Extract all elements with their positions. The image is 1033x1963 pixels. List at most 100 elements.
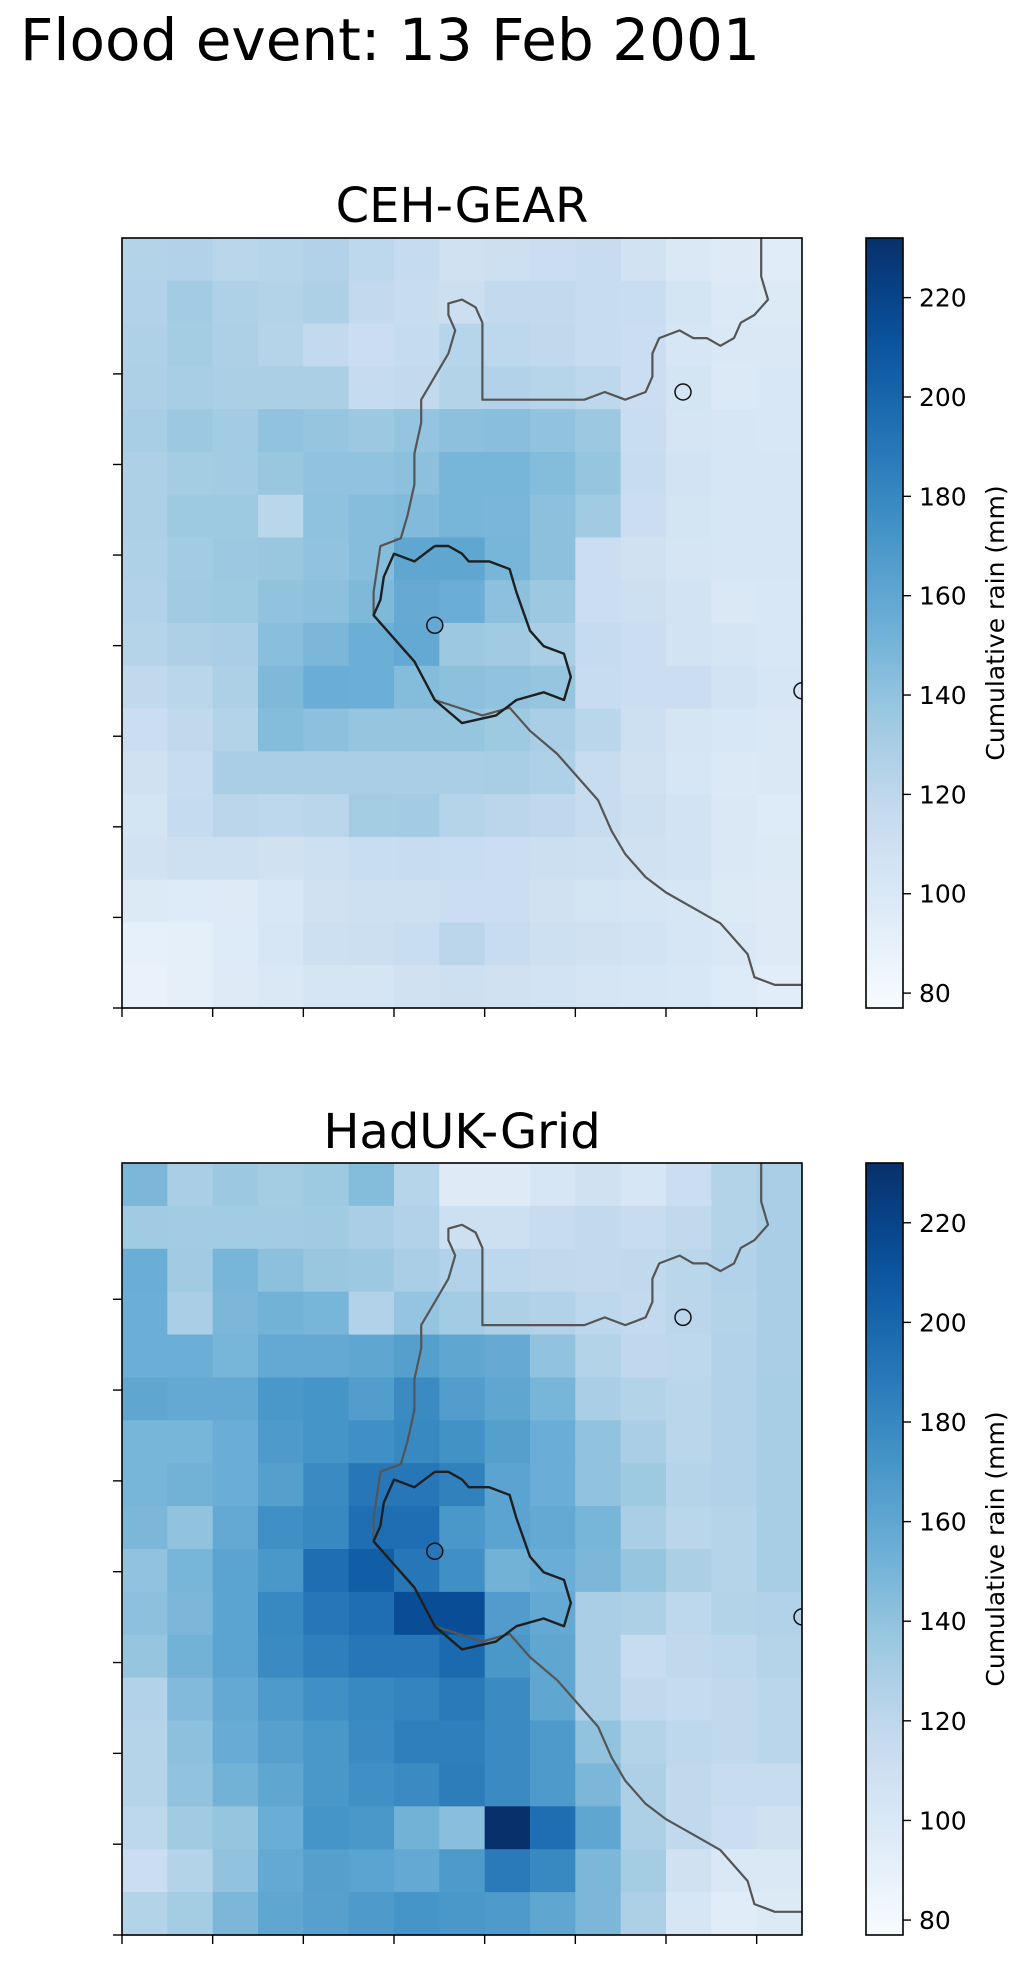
heatmap-cell bbox=[167, 1849, 213, 1892]
heatmap-cell bbox=[621, 238, 667, 281]
gauge-station-marker-2 bbox=[427, 617, 443, 633]
heatmap-cell bbox=[621, 409, 667, 452]
heatmap-cell bbox=[621, 580, 667, 623]
heatmap-cell bbox=[167, 324, 213, 367]
heatmap-cell bbox=[213, 281, 259, 324]
heatmap-cell bbox=[530, 452, 576, 495]
heatmap-cell bbox=[575, 709, 621, 752]
heatmap-cell bbox=[621, 1335, 667, 1378]
heatmap-cell bbox=[394, 709, 440, 752]
colorbar-tick-label: 200 bbox=[919, 383, 967, 412]
heatmap-cells bbox=[122, 1163, 803, 1936]
heatmap-cell bbox=[575, 751, 621, 794]
heatmap-cell bbox=[757, 409, 803, 452]
heatmap-cell bbox=[258, 495, 304, 538]
heatmap-cell bbox=[757, 1678, 803, 1721]
heatmap-cell bbox=[303, 1463, 349, 1506]
heatmap-cell bbox=[485, 409, 531, 452]
heatmap-cell bbox=[530, 1763, 576, 1806]
heatmap-cell bbox=[711, 965, 757, 1008]
heatmap-cell bbox=[167, 238, 213, 281]
heatmap-cell bbox=[575, 837, 621, 880]
heatmap-cell bbox=[258, 1763, 304, 1806]
heatmap-cell bbox=[349, 324, 395, 367]
heatmap-cell bbox=[122, 1463, 168, 1506]
heatmap-cell bbox=[122, 1806, 168, 1849]
heatmap-cell bbox=[485, 623, 531, 666]
heatmap-cell bbox=[711, 1806, 757, 1849]
heatmap-cell bbox=[757, 623, 803, 666]
heatmap-cell bbox=[757, 1249, 803, 1292]
heatmap-cell bbox=[394, 1849, 440, 1892]
heatmap-cell bbox=[485, 537, 531, 580]
heatmap-cell bbox=[349, 1420, 395, 1463]
heatmap-cell bbox=[303, 1592, 349, 1635]
heatmap-cell bbox=[530, 794, 576, 837]
heatmap-cell bbox=[349, 666, 395, 709]
heatmap-cell bbox=[621, 666, 667, 709]
heatmap-cell bbox=[349, 751, 395, 794]
heatmap-cell bbox=[711, 837, 757, 880]
heatmap-cell bbox=[303, 1549, 349, 1592]
heatmap-cell bbox=[485, 1763, 531, 1806]
heatmap-cell bbox=[349, 1377, 395, 1420]
heatmap-cell bbox=[666, 1249, 712, 1292]
heatmap-cell bbox=[122, 1206, 168, 1249]
colorbar-bar bbox=[866, 1163, 903, 1935]
heatmap-cell bbox=[711, 709, 757, 752]
gauge-station-marker-1 bbox=[675, 1309, 691, 1325]
heatmap-cell bbox=[122, 452, 168, 495]
heatmap-cell bbox=[575, 666, 621, 709]
panel-title: HadUK-Grid bbox=[323, 1104, 600, 1160]
heatmap-cell bbox=[167, 1292, 213, 1335]
heatmap-cell bbox=[303, 1806, 349, 1849]
heatmap-cell bbox=[213, 452, 259, 495]
heatmap-cell bbox=[621, 452, 667, 495]
heatmap-cell bbox=[213, 1420, 259, 1463]
heatmap-cell bbox=[575, 1163, 621, 1206]
heatmap-cell bbox=[167, 1206, 213, 1249]
heatmap-cell bbox=[666, 1849, 712, 1892]
heatmap-cell bbox=[711, 922, 757, 965]
heatmap-cell bbox=[711, 580, 757, 623]
heatmap-cell bbox=[530, 922, 576, 965]
heatmap-cell bbox=[213, 1678, 259, 1721]
heatmap-cell bbox=[213, 666, 259, 709]
heatmap-cell bbox=[349, 1335, 395, 1378]
heatmap-cell bbox=[167, 495, 213, 538]
heatmap-cell bbox=[666, 751, 712, 794]
heatmap-cell bbox=[394, 1249, 440, 1292]
heatmap-cell bbox=[666, 880, 712, 923]
heatmap-cell bbox=[711, 794, 757, 837]
heatmap-cell bbox=[439, 1849, 485, 1892]
heatmap-cell bbox=[349, 709, 395, 752]
colorbar-bar bbox=[866, 238, 903, 1008]
heatmap-cell bbox=[394, 1721, 440, 1764]
heatmap-cell bbox=[213, 965, 259, 1008]
heatmap-cell bbox=[167, 580, 213, 623]
heatmap-cell bbox=[485, 1335, 531, 1378]
heatmap-cell bbox=[621, 1377, 667, 1420]
heatmap-cell bbox=[258, 580, 304, 623]
colorbar-tick-label: 100 bbox=[919, 1806, 967, 1835]
heatmap-cell bbox=[666, 965, 712, 1008]
heatmap-cell bbox=[757, 1763, 803, 1806]
heatmap-cell bbox=[349, 1763, 395, 1806]
heatmap-cell bbox=[122, 751, 168, 794]
heatmap-cell bbox=[167, 751, 213, 794]
heatmap-cell bbox=[258, 1420, 304, 1463]
colorbar-tick-label: 220 bbox=[919, 1209, 967, 1238]
colorbar-tick-label: 140 bbox=[919, 681, 967, 710]
heatmap-cell bbox=[485, 1892, 531, 1935]
heatmap-cell bbox=[530, 1292, 576, 1335]
heatmap-cell bbox=[213, 1292, 259, 1335]
heatmap-cell bbox=[575, 1292, 621, 1335]
heatmap-cell bbox=[349, 1849, 395, 1892]
heatmap-cell bbox=[530, 1506, 576, 1549]
heatmap-cell bbox=[666, 1335, 712, 1378]
heatmap-cell bbox=[666, 794, 712, 837]
heatmap-cell bbox=[303, 751, 349, 794]
heatmap-cell bbox=[122, 837, 168, 880]
heatmap-cell bbox=[485, 837, 531, 880]
